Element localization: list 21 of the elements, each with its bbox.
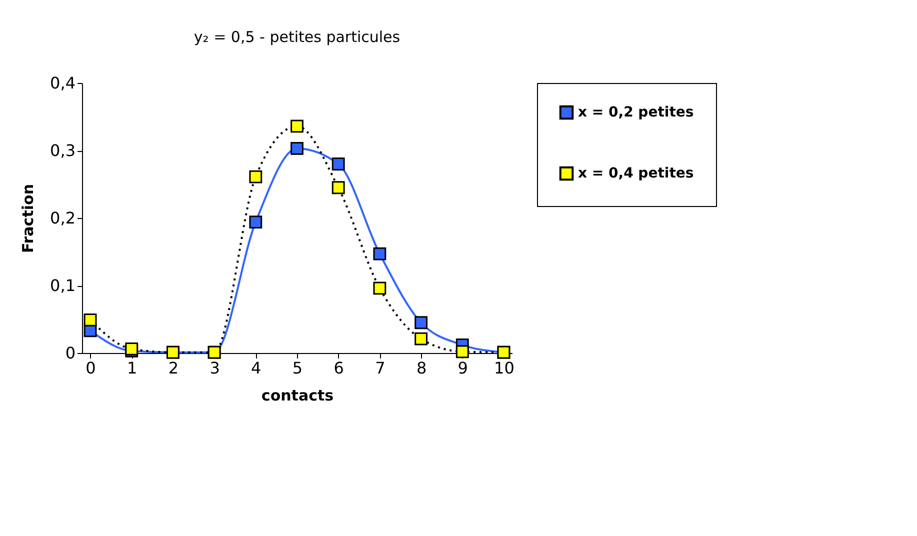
x-tick-label: 4 — [251, 358, 262, 378]
x-axis-title: contacts — [261, 386, 334, 404]
x-tick-label: 6 — [334, 358, 344, 378]
x-tick-label: 8 — [416, 358, 427, 378]
x-tick-label: 0 — [86, 358, 96, 378]
y-axis-title: Fraction — [19, 184, 38, 253]
y-tick-label: 0 — [65, 344, 76, 362]
x-tick-label: 1 — [127, 358, 138, 378]
x-tick-label: 2 — [168, 358, 179, 378]
legend-label: x = 0,2 petites — [578, 104, 694, 120]
chart-title: y₂ = 0,5 - petites particules — [194, 28, 400, 46]
y-tick-label: 0,3 — [50, 141, 76, 160]
legend-label: x = 0,4 petites — [578, 166, 694, 182]
x-tick-label: 7 — [375, 358, 386, 378]
y-tick-label: 0,1 — [50, 276, 76, 295]
x-tick-label: 9 — [458, 358, 468, 378]
x-tick-label: 5 — [292, 358, 303, 378]
y-tick-label: 0,4 — [50, 74, 76, 92]
x-tick-label: 3 — [210, 358, 220, 378]
y-tick-label: 0,2 — [50, 208, 76, 228]
x-tick-label: 10 — [494, 358, 514, 378]
